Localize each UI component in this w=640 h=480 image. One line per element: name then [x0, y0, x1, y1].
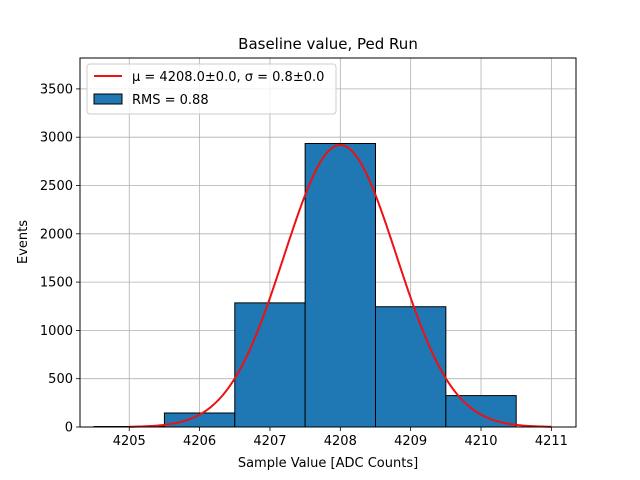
legend-hist-label: RMS = 0.88 [132, 93, 209, 108]
histogram-bars [93, 142, 517, 428]
x-tick-label: 4205 [113, 434, 146, 449]
plot-frame [79, 57, 577, 428]
x-tick-label: 4210 [464, 434, 497, 449]
chart-title: Baseline value, Ped Run [238, 35, 418, 53]
y-tick-label: 2500 [40, 179, 73, 194]
legend-hist-swatch [93, 93, 123, 105]
legend-fit-sigma: σ = 0.8±0.0 [245, 70, 325, 85]
legend-box [86, 63, 337, 115]
histogram-bar [445, 395, 517, 428]
y-tick-label: 2000 [40, 227, 73, 242]
histogram-bar [374, 306, 447, 428]
legend-fit-label: μ = 4208.0±0.0, σ = 0.8±0.0 [132, 70, 324, 85]
y-tick-label: 1000 [40, 324, 73, 339]
x-tick-label: 4209 [394, 434, 427, 449]
y-axis: 0 500 1000 1500 2000 2500 3000 3500 [40, 82, 80, 436]
y-tick-label: 3000 [40, 131, 73, 146]
gaussian-fit-curve [129, 143, 552, 428]
histogram-bar [234, 302, 306, 428]
x-axis-label: Sample Value [ADC Counts] [238, 456, 418, 471]
x-tick-label: 4206 [183, 434, 216, 449]
x-axis: 4205 4206 4207 4208 4209 4210 4211 [113, 427, 568, 449]
legend: μ = 4208.0±0.0, σ = 0.8±0.0 RMS = 0.88 [86, 63, 337, 115]
x-tick-label: 4211 [535, 434, 568, 449]
y-tick-label: 500 [48, 372, 73, 387]
y-axis-label: Events [16, 220, 31, 264]
histogram-bar [304, 142, 376, 428]
y-tick-label: 3500 [40, 82, 73, 97]
x-tick-label: 4207 [253, 434, 286, 449]
x-tick-label: 4208 [324, 434, 357, 449]
y-tick-label: 0 [65, 421, 73, 436]
legend-fit-mu: μ = 4208.0±0.0, [132, 70, 245, 85]
y-tick-label: 1500 [40, 276, 73, 291]
